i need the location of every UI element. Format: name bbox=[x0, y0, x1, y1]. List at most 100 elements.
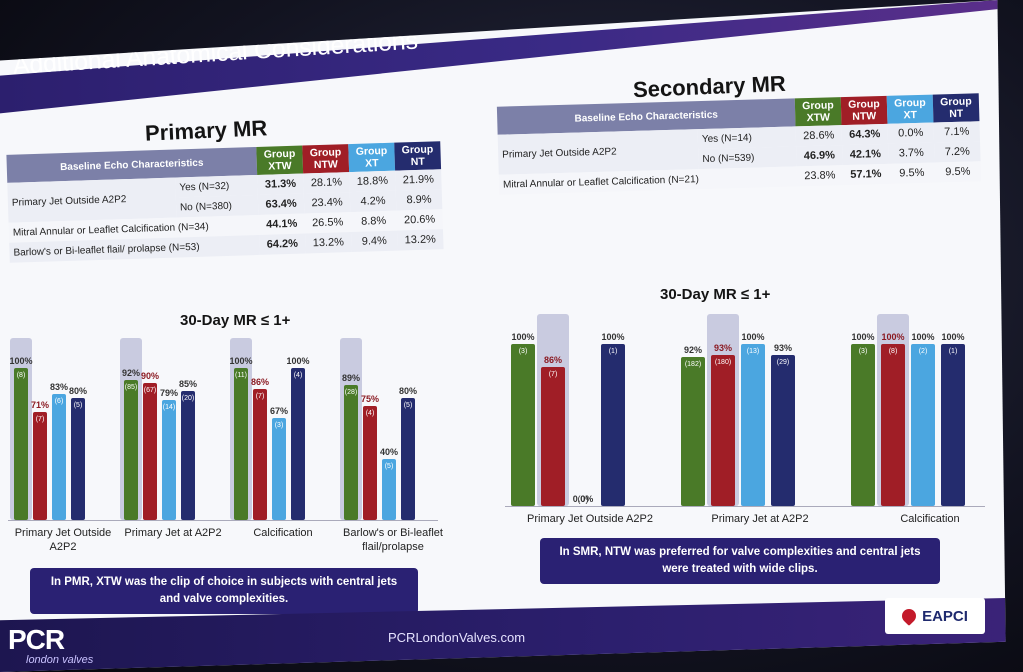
bar-n-label: (1) bbox=[608, 348, 618, 355]
cell: 9.5% bbox=[888, 162, 936, 184]
eapci-label: EAPCI bbox=[922, 607, 968, 625]
cell: 9.4% bbox=[351, 230, 398, 253]
bar: (4) bbox=[363, 406, 377, 520]
data-label: 71% bbox=[30, 400, 49, 411]
primary-chart: (8) 100% (7) 71% (6) 83% (5) 80% Primary Jet Out… bbox=[8, 338, 443, 553]
bar-n-label: (7) bbox=[255, 393, 265, 401]
bar-n-label: (0) bbox=[577, 494, 589, 504]
cell: 8.8% bbox=[350, 210, 397, 233]
data-label: 100% bbox=[741, 332, 765, 342]
cell: 28.6% bbox=[795, 125, 843, 147]
bar: (85) bbox=[124, 380, 138, 520]
bar: (5) bbox=[401, 398, 415, 520]
x-tick-label: Primary Jet at A2P2 bbox=[124, 527, 222, 539]
bar-n-label: (20) bbox=[181, 394, 195, 402]
data-label: 83% bbox=[49, 381, 68, 392]
footer-url[interactable]: PCRLondonValves.com bbox=[388, 630, 526, 645]
bar-n-label: (3) bbox=[274, 422, 284, 430]
data-label: 100% bbox=[881, 332, 905, 342]
data-label: 80% bbox=[68, 386, 87, 397]
bar: (4) bbox=[291, 368, 305, 520]
x-axis bbox=[505, 506, 985, 507]
bar-n-label: (5) bbox=[403, 402, 413, 410]
primary-chart-title: 30-Day MR ≤ 1+ bbox=[180, 312, 291, 329]
data-label: 86% bbox=[250, 377, 269, 388]
eapci-badge: EAPCI bbox=[885, 598, 985, 634]
bar: (5) bbox=[382, 459, 396, 520]
secondary-r1-label: Primary Jet Outside A2P2 bbox=[497, 129, 699, 175]
bar: (13) bbox=[741, 344, 765, 506]
bar: (28) bbox=[344, 384, 358, 520]
cell: 26.5% bbox=[304, 212, 352, 234]
cell: 23.4% bbox=[303, 192, 351, 214]
cell: 8.9% bbox=[395, 189, 443, 211]
bar-n-label: (14) bbox=[162, 403, 176, 411]
bar: (182) bbox=[681, 356, 705, 506]
cell: 7.2% bbox=[934, 141, 981, 163]
cell: 28.1% bbox=[303, 172, 350, 194]
cell: 44.1% bbox=[258, 213, 306, 235]
bar-n-label: (180) bbox=[714, 359, 732, 367]
x-tick-label: Calcification bbox=[253, 527, 313, 539]
secondary-r1b-sub: No (N=539) bbox=[698, 146, 797, 170]
cell: 31.3% bbox=[257, 173, 304, 195]
data-label: 100% bbox=[911, 332, 935, 342]
bar: (180) bbox=[711, 355, 735, 506]
secondary-chart-title: 30-Day MR ≤ 1+ bbox=[660, 286, 771, 303]
cell: 57.1% bbox=[842, 163, 890, 186]
cell: 64.3% bbox=[841, 123, 889, 146]
data-label: 79% bbox=[159, 387, 178, 398]
data-label: 93% bbox=[713, 343, 732, 354]
bar: (8) bbox=[881, 344, 905, 506]
bar-n-label: (3) bbox=[858, 348, 868, 355]
x-tick-label: Primary Jet at A2P2 bbox=[711, 513, 809, 525]
primary-g1: Group XTW bbox=[256, 145, 304, 175]
bar: (67) bbox=[143, 383, 157, 520]
bar-n-label: (5) bbox=[73, 402, 83, 410]
cell: 46.9% bbox=[796, 145, 843, 167]
secondary-g1: Group XTW bbox=[794, 97, 842, 127]
cell: 42.1% bbox=[842, 143, 889, 166]
bar-n-label: (7) bbox=[35, 416, 45, 424]
cell: 4.2% bbox=[349, 190, 397, 213]
primary-g3: Group XT bbox=[348, 142, 396, 173]
data-label: 93% bbox=[773, 343, 792, 354]
x-tick-label: Primary Jet Outside A2P2 bbox=[14, 527, 112, 553]
secondary-r1a-sub: Yes (N=14) bbox=[697, 126, 797, 150]
bar-n-label: (182) bbox=[684, 360, 702, 368]
bar-n-label: (2) bbox=[918, 348, 928, 355]
secondary-table: Baseline Echo Characteristics Group XTW … bbox=[496, 93, 982, 195]
cell: 63.4% bbox=[257, 193, 305, 215]
bar: (3) bbox=[272, 418, 286, 520]
cell: 64.2% bbox=[259, 233, 306, 255]
bar-n-label: (28) bbox=[344, 388, 358, 396]
bar: (8) bbox=[14, 368, 28, 520]
bar-n-label: (3) bbox=[518, 348, 528, 355]
bar: (29) bbox=[771, 355, 795, 506]
cell: 23.8% bbox=[796, 165, 844, 187]
bar-n-label: (67) bbox=[143, 387, 157, 395]
bar-n-label: (5) bbox=[384, 463, 394, 471]
secondary-g2: Group NTW bbox=[840, 95, 888, 126]
pcr-logo: PCR bbox=[8, 624, 65, 655]
bar: (3) bbox=[851, 344, 875, 506]
pmr-note: In PMR, XTW was the clip of choice in su… bbox=[30, 568, 418, 614]
bar: (1) bbox=[601, 344, 625, 506]
secondary-chart: (3) 100% (7) 86% 0.0% (0) (1) 100% Primary Jet O… bbox=[505, 314, 985, 525]
bar: (7) bbox=[33, 412, 47, 520]
data-label: 100% bbox=[601, 332, 625, 342]
data-label: 100% bbox=[941, 332, 965, 342]
data-label: 85% bbox=[178, 378, 197, 389]
data-label: 0.0% bbox=[572, 494, 594, 504]
bar-n-label: (11) bbox=[235, 372, 247, 379]
data-label: 92% bbox=[121, 368, 140, 379]
heart-icon bbox=[899, 606, 919, 626]
primary-title: Primary MR bbox=[144, 115, 268, 146]
data-label: 90% bbox=[140, 371, 159, 382]
secondary-g4: Group NT bbox=[932, 93, 980, 123]
cell: 13.2% bbox=[305, 232, 352, 254]
primary-g2: Group NTW bbox=[302, 144, 350, 174]
data-label: 67% bbox=[269, 406, 288, 417]
bar-n-label: (1) bbox=[948, 348, 958, 355]
